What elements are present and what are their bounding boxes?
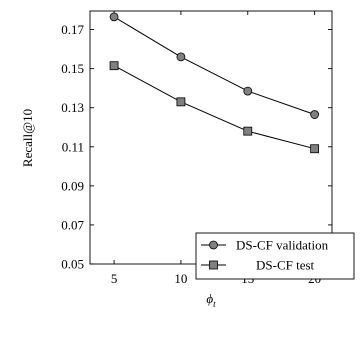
y-tick-label: 0.13: [61, 100, 84, 115]
y-tick-label: 0.07: [61, 217, 84, 232]
x-tick-label: 10: [174, 271, 187, 286]
data-point: [109, 61, 119, 71]
series-line-0: [113, 16, 315, 115]
data-point: [243, 126, 253, 136]
data-point: [176, 52, 186, 62]
plot-frame: [89, 10, 333, 265]
x-axis-label-base: ϕ: [206, 291, 213, 306]
legend: DS-CF validation DS-CF test: [195, 232, 355, 280]
data-point: [176, 97, 186, 107]
x-tick-label: 5: [111, 271, 118, 286]
y-tick-label: 0.11: [62, 139, 84, 154]
data-point: [109, 12, 119, 22]
x-axis-label: ϕt: [206, 291, 216, 309]
x-axis-label-subscript: t: [213, 299, 216, 309]
series-layer: [109, 12, 320, 154]
y-tick-label: 0.15: [61, 61, 84, 76]
y-tick-label: 0.05: [61, 257, 84, 272]
y-axis-label: Recall@10: [20, 109, 35, 167]
data-point: [310, 144, 320, 154]
legend-label-validation: DS-CF validation: [236, 238, 329, 253]
series-line-1: [113, 65, 315, 150]
legend-marker-validation: [209, 240, 218, 250]
y-tick-label: 0.09: [61, 178, 84, 193]
legend-marker-test: [209, 260, 218, 270]
y-tick-label: 0.17: [61, 22, 84, 37]
legend-label-test: DS-CF test: [256, 258, 315, 273]
data-point: [243, 86, 253, 96]
legend-box: [195, 232, 355, 280]
data-point: [310, 110, 320, 119]
